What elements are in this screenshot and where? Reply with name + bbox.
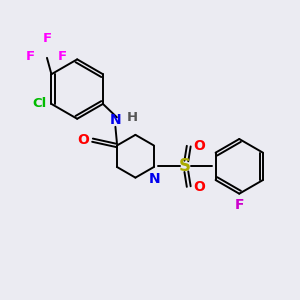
Text: Cl: Cl (33, 98, 47, 110)
Text: N: N (110, 113, 121, 127)
Text: O: O (193, 180, 205, 194)
Text: H: H (127, 111, 138, 124)
Text: S: S (179, 157, 191, 175)
Text: O: O (78, 133, 89, 147)
Text: F: F (26, 50, 35, 63)
Text: F: F (57, 50, 67, 63)
Text: F: F (42, 32, 52, 45)
Text: O: O (193, 139, 205, 153)
Text: F: F (235, 198, 244, 212)
Text: N: N (149, 172, 161, 186)
